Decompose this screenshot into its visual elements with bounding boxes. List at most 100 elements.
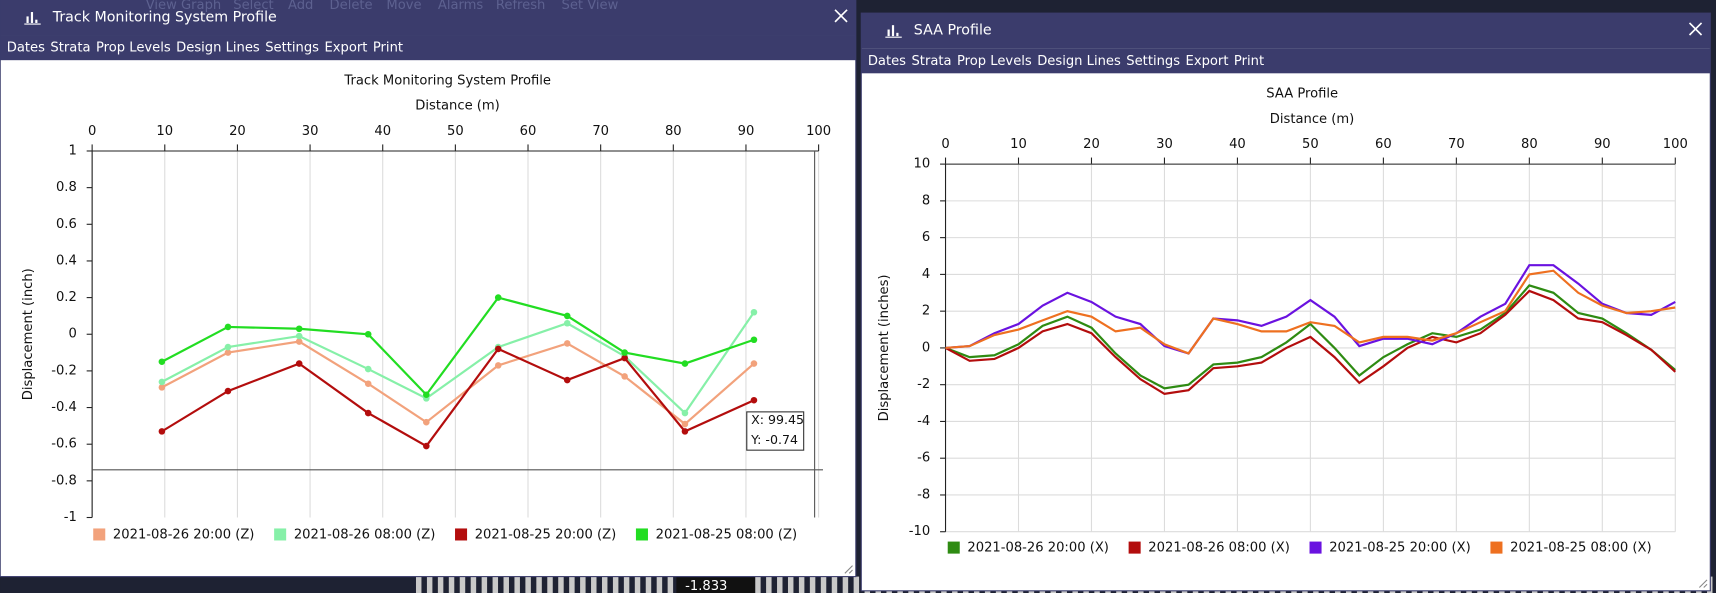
status-stripe xyxy=(514,576,520,593)
legend-swatch[interactable] xyxy=(93,528,106,541)
point-marker xyxy=(295,360,303,367)
legend-label[interactable]: 2021-08-25 08:00 (Z) xyxy=(656,528,798,543)
tooltip-text: X: 99.45 xyxy=(751,412,804,427)
legend-label[interactable]: 2021-08-26 20:00 (Z) xyxy=(113,528,255,543)
menu-item[interactable]: Design Lines xyxy=(1037,54,1121,69)
y-axis-label: Displacement (inches) xyxy=(877,274,892,421)
legend-label[interactable]: 2021-08-26 20:00 (X) xyxy=(967,541,1109,556)
menu-item[interactable]: Export xyxy=(1186,54,1229,69)
point-marker xyxy=(224,349,232,356)
menu-item[interactable]: Design Lines xyxy=(176,41,260,56)
point-marker xyxy=(681,360,689,367)
status-stripe xyxy=(831,576,838,593)
x-tick-label: 10 xyxy=(156,124,173,139)
legend-label[interactable]: 2021-08-26 08:00 (Z) xyxy=(294,528,436,543)
y-tick-label: 4 xyxy=(922,267,930,282)
point-marker xyxy=(224,343,232,351)
point-marker xyxy=(158,378,166,386)
legend-swatch[interactable] xyxy=(1490,541,1503,554)
y-tick-label: -2 xyxy=(917,377,930,392)
chart-icon xyxy=(35,19,38,23)
y-tick-label: 0 xyxy=(68,327,76,342)
series-line xyxy=(945,284,1676,390)
menu-item[interactable]: Settings xyxy=(1126,54,1180,69)
x-tick-label: 50 xyxy=(447,124,464,139)
y-tick-label: -6 xyxy=(917,451,930,466)
menu-item[interactable]: Print xyxy=(373,41,403,56)
x-tick-label: 100 xyxy=(1663,137,1688,152)
point-marker xyxy=(494,345,502,353)
point-marker xyxy=(295,325,303,333)
x-tick-label: 60 xyxy=(520,124,537,139)
status-stripe xyxy=(601,576,608,593)
y-tick-label: 0.8 xyxy=(56,180,77,195)
x-tick-label: 20 xyxy=(1083,137,1100,152)
background-menu-item: Set View xyxy=(562,0,619,13)
menu-bar xyxy=(0,35,856,61)
status-stripe xyxy=(437,576,444,593)
point-marker xyxy=(681,409,689,417)
legend-swatch[interactable] xyxy=(1128,541,1141,554)
x-tick-label: 40 xyxy=(1229,137,1246,152)
status-stripe xyxy=(809,576,816,593)
status-stripe xyxy=(842,576,849,593)
y-tick-label: 0.2 xyxy=(56,290,77,305)
point-marker xyxy=(364,380,372,388)
close-button[interactable] xyxy=(1688,22,1703,36)
menu-item[interactable]: Export xyxy=(324,41,367,56)
x-tick-label: 40 xyxy=(374,124,391,139)
point-marker xyxy=(681,420,689,428)
status-stripe xyxy=(481,576,488,593)
legend-label[interactable]: 2021-08-25 20:00 (X) xyxy=(1329,541,1471,556)
title-bar xyxy=(0,0,856,36)
menu-item[interactable]: Dates xyxy=(7,41,45,56)
menu-item[interactable]: Strata xyxy=(50,41,90,56)
y-tick-label: -1 xyxy=(64,510,77,525)
x-tick-label: 70 xyxy=(1448,137,1465,152)
status-stripe xyxy=(634,576,641,593)
point-marker xyxy=(750,336,758,344)
legend-swatch[interactable] xyxy=(635,528,648,541)
point-marker xyxy=(423,418,430,426)
x-tick-label: 10 xyxy=(1010,137,1027,152)
y-tick-label: 10 xyxy=(914,157,931,172)
status-stripe xyxy=(777,576,783,593)
menu-item[interactable]: Print xyxy=(1234,54,1264,69)
point-marker xyxy=(563,312,571,320)
background-menu-item: Add xyxy=(288,0,313,13)
point-marker xyxy=(494,362,502,369)
background-menu-item: Select xyxy=(233,0,273,13)
point-marker xyxy=(681,428,689,435)
menu-item[interactable]: Prop Levels xyxy=(957,54,1032,69)
legend-label[interactable]: 2021-08-25 20:00 (Z) xyxy=(475,528,617,543)
legend-swatch[interactable] xyxy=(274,528,287,541)
point-marker xyxy=(224,387,232,395)
legend-label[interactable]: 2021-08-25 08:00 (X) xyxy=(1510,541,1652,556)
legend-swatch[interactable] xyxy=(1309,541,1322,554)
menu-item[interactable]: Strata xyxy=(911,54,951,69)
resize-grip xyxy=(844,565,853,574)
window-frame xyxy=(0,0,857,578)
menu-item[interactable]: Dates xyxy=(868,54,906,69)
close-button[interactable] xyxy=(834,9,848,23)
legend-label[interactable]: 2021-08-26 08:00 (X) xyxy=(1148,541,1290,556)
x-tick-label: 50 xyxy=(1302,137,1319,152)
status-stripe xyxy=(591,576,597,593)
status-stripe xyxy=(426,576,433,593)
x-axis-label: Distance (m) xyxy=(415,99,500,114)
y-tick-label: -0.6 xyxy=(51,437,77,452)
status-stripe xyxy=(612,576,619,593)
x-tick-label: 100 xyxy=(806,124,831,139)
menu-item[interactable]: Settings xyxy=(265,41,319,56)
menu-item[interactable]: Prop Levels xyxy=(96,41,171,56)
legend-swatch[interactable] xyxy=(947,541,960,554)
legend-swatch[interactable] xyxy=(455,528,468,541)
point-marker xyxy=(563,340,571,347)
point-marker xyxy=(295,332,303,340)
point-marker xyxy=(621,349,628,356)
series-line xyxy=(945,289,1677,396)
chart-icon xyxy=(891,25,895,37)
status-stripe xyxy=(492,576,499,593)
point-marker xyxy=(563,376,571,384)
